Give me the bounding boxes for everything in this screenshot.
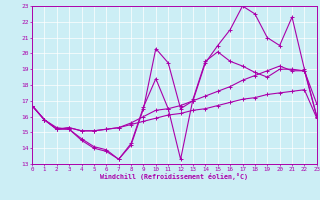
X-axis label: Windchill (Refroidissement éolien,°C): Windchill (Refroidissement éolien,°C) <box>100 173 248 180</box>
